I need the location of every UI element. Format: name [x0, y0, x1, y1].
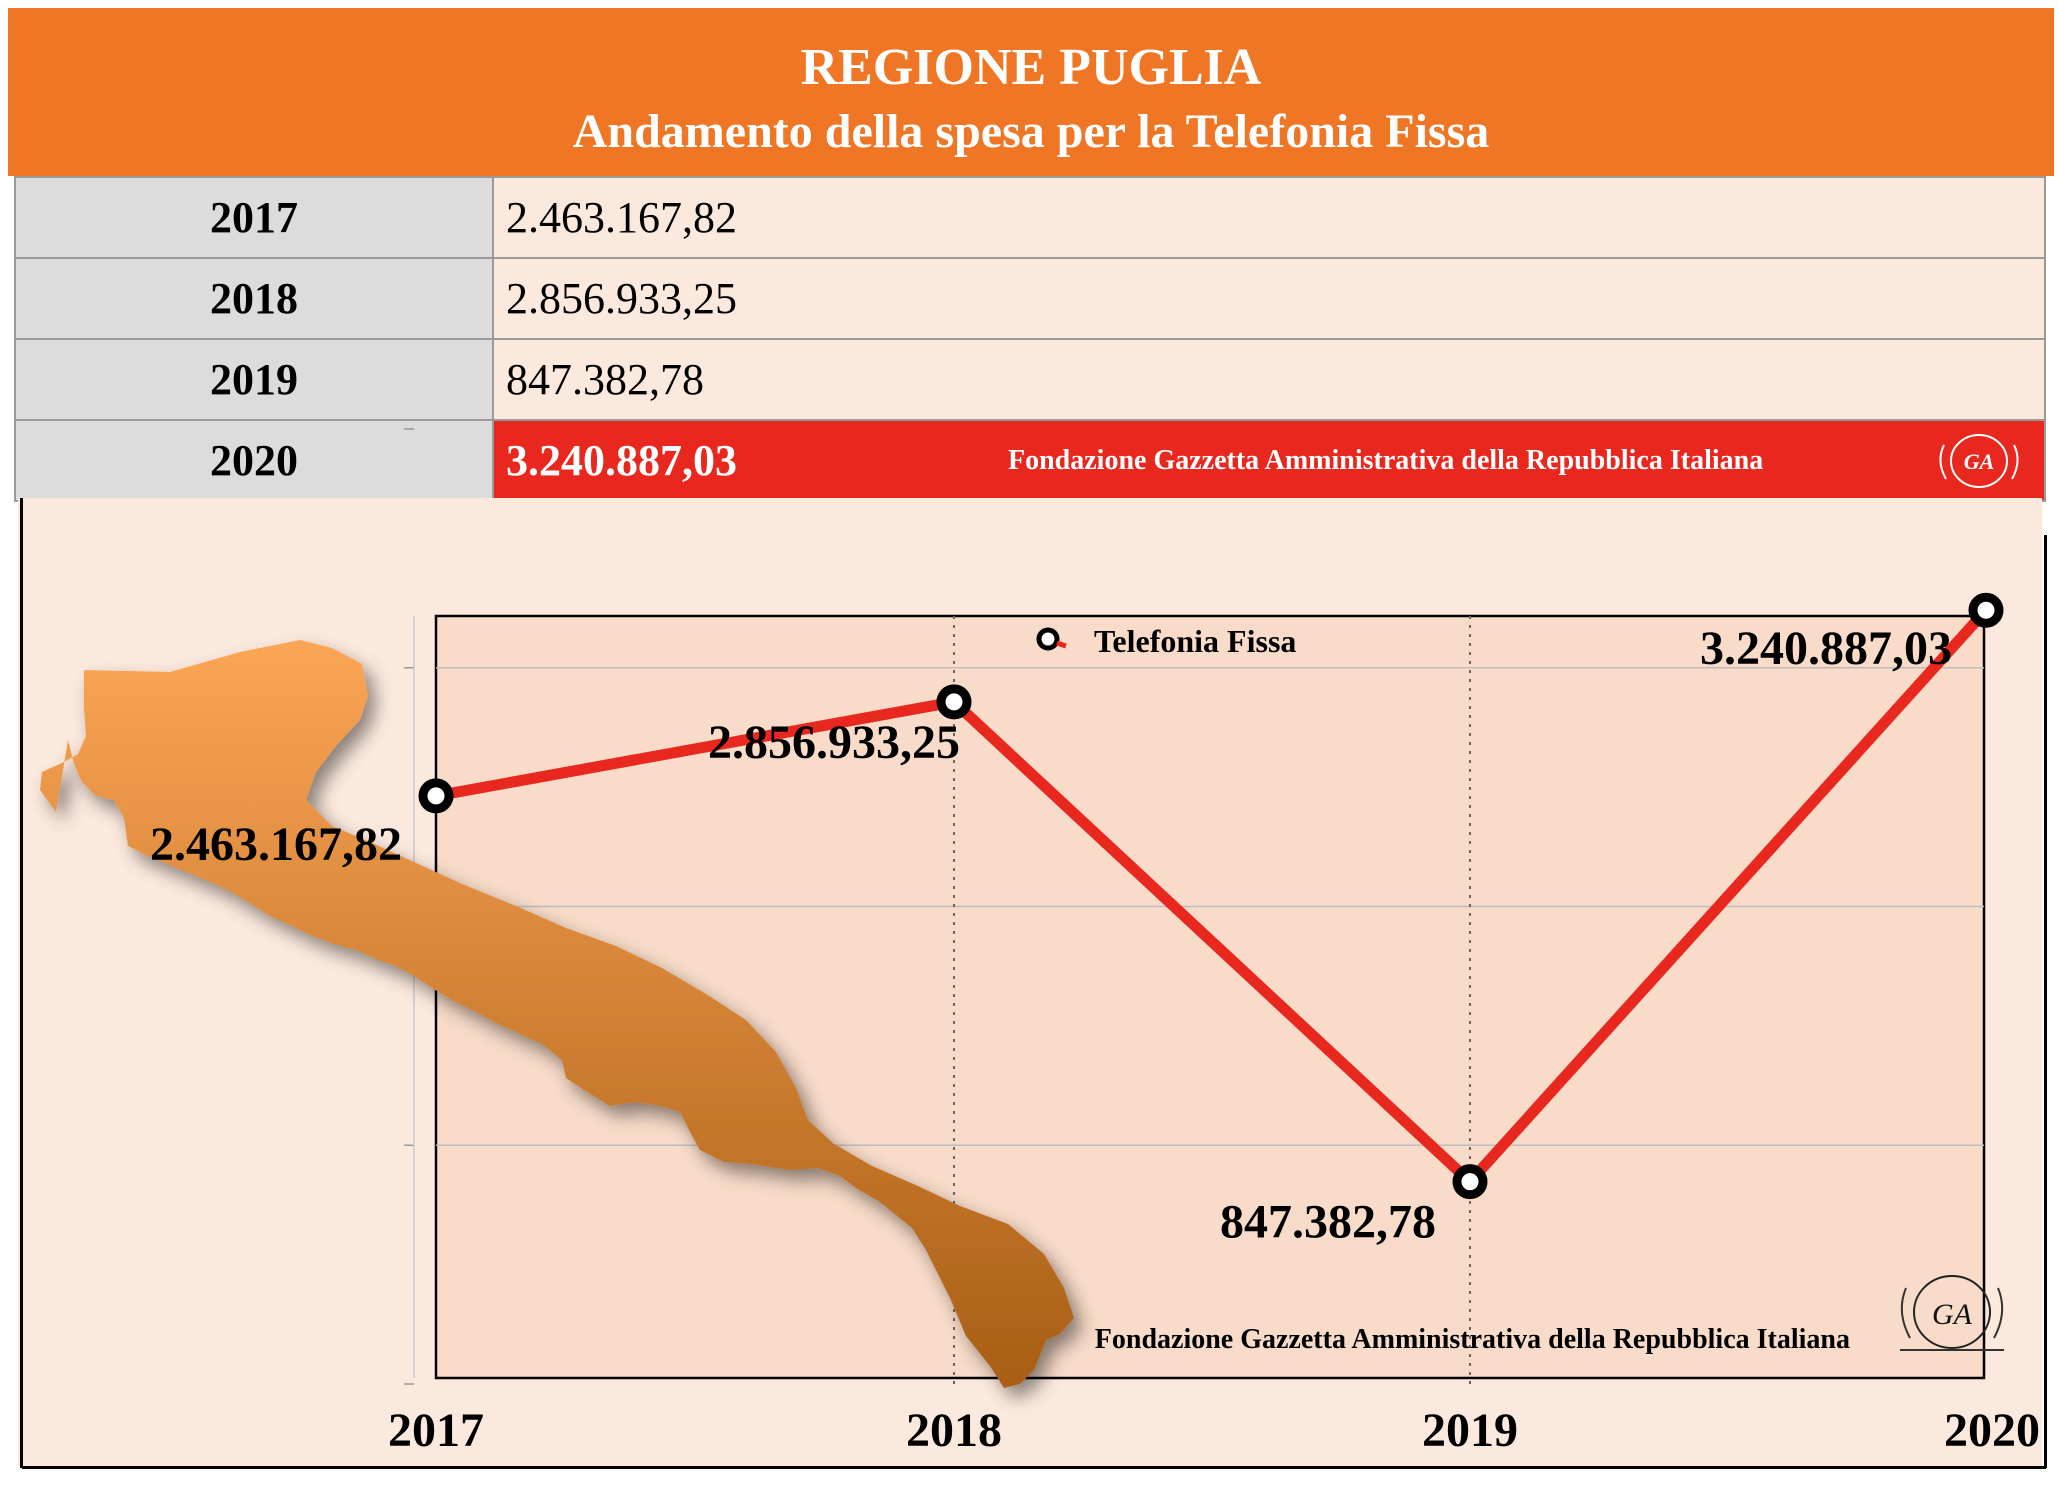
table-row: 2020 3.240.887,03 Fondazione Gazzetta Am… — [14, 419, 2046, 502]
watermark-logo-ring — [1913, 1275, 1991, 1349]
chart-frame-left — [20, 498, 23, 1468]
data-point — [936, 684, 972, 720]
value-cell: 2.856.933,25 — [492, 257, 2046, 340]
watermark-logo-text: GA — [1932, 1298, 1973, 1331]
year-cell: 2020 — [14, 419, 494, 502]
x-tick-label: 2019 — [1422, 1404, 1518, 1457]
value-cell: 2.463.167,82 — [492, 176, 2046, 259]
legend-marker — [1036, 627, 1060, 651]
puglia-map — [40, 640, 1074, 1388]
table-row: 2019 847.382,78 — [14, 338, 2046, 421]
series-line — [435, 606, 1991, 1188]
year-cell: 2017 — [14, 176, 494, 259]
value-cell-highlight: 3.240.887,03 Fondazione Gazzetta Amminis… — [492, 419, 2046, 502]
legend-label: Telefonia Fissa — [1094, 623, 1296, 659]
foundation-credit: Fondazione Gazzetta Amministrativa della… — [1008, 445, 1764, 476]
legend: Telefonia Fissa — [1036, 623, 1296, 659]
chart-watermark: Fondazione Gazzetta Amministrativa della… — [1095, 1324, 1850, 1355]
ga-logo-watermark: GA — [1900, 1275, 2004, 1351]
spending-table: 2017 2.463.167,82 2018 2.856.933,25 2019… — [14, 176, 2046, 502]
region-title: REGIONE PUGLIA — [800, 39, 1262, 96]
data-point — [1968, 592, 2004, 628]
x-tick-label: 2018 — [906, 1404, 1002, 1457]
chart-frame-bottom — [22, 1466, 2046, 1469]
x-tick-label: 2017 — [388, 1404, 484, 1457]
data-point — [1452, 1164, 1488, 1200]
year-cell: 2019 — [14, 338, 494, 421]
highlight-value: 3.240.887,03 — [506, 436, 737, 485]
chart-frame-right — [2044, 535, 2047, 1468]
x-tick-label: 2020 — [1944, 1404, 2040, 1457]
ga-logo-text: GA — [1964, 449, 1995, 474]
data-point — [418, 778, 454, 814]
value-cell: 847.382,78 — [492, 338, 2046, 421]
table-row: 2017 2.463.167,82 — [14, 176, 2046, 259]
data-label: 847.382,78 — [1220, 1196, 1436, 1249]
ga-logo-icon: GA — [1939, 434, 2019, 488]
grid-lines — [436, 616, 1984, 1388]
legend-line — [1056, 640, 1067, 649]
year-cell: 2018 — [14, 257, 494, 340]
chart-header: REGIONE PUGLIA Andamento della spesa per… — [8, 8, 2054, 176]
data-label: 2.463.167,82 — [150, 818, 402, 871]
chart-marks: 2.463.167,82 2.856.933,25 847.382,78 3.240.… — [150, 592, 2040, 1457]
table-row: 2018 2.856.933,25 — [14, 257, 2046, 340]
chart-subtitle: Andamento della spesa per la Telefonia F… — [572, 105, 1490, 158]
data-label: 3.240.887,03 — [1700, 622, 1952, 675]
data-label: 2.856.933,25 — [708, 716, 960, 769]
